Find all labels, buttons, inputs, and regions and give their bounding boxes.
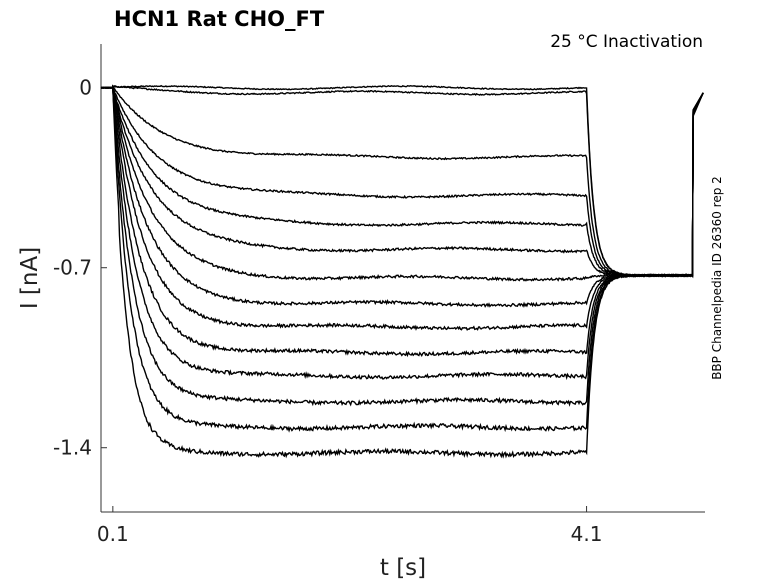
ticks: 0.1 4.1 0 -0.7 -1.4: [53, 76, 603, 546]
x-tick-label: 4.1: [571, 522, 603, 546]
series-line: [100, 86, 704, 433]
series-line: [100, 84, 704, 278]
protocol-annotation: 25 °C Inactivation: [550, 32, 703, 52]
side-label: BBP Channelpedia ID 26360 rep 2: [710, 176, 724, 380]
series-line: [100, 86, 704, 407]
series-line: [100, 86, 704, 278]
y-tick-label: -1.4: [53, 436, 92, 460]
y-tick-label: 0: [79, 76, 92, 100]
series-line: [100, 87, 704, 358]
series-line: [100, 86, 704, 381]
series-line: [100, 86, 704, 308]
y-axis-label: I [nA]: [17, 247, 43, 309]
x-axis-label: t [s]: [380, 555, 426, 581]
series-line: [100, 85, 704, 331]
axes: [100, 44, 705, 513]
series-line: [100, 84, 704, 278]
series-line: [100, 86, 704, 459]
series-line: [100, 86, 704, 278]
series-line: [100, 84, 704, 278]
y-tick-label: -0.7: [53, 256, 92, 280]
series-line: [100, 86, 704, 279]
chart-title: HCN1 Rat CHO_FT: [114, 7, 325, 31]
traces: [100, 84, 704, 459]
x-tick-label: 0.1: [97, 522, 129, 546]
series-line: [100, 86, 704, 282]
